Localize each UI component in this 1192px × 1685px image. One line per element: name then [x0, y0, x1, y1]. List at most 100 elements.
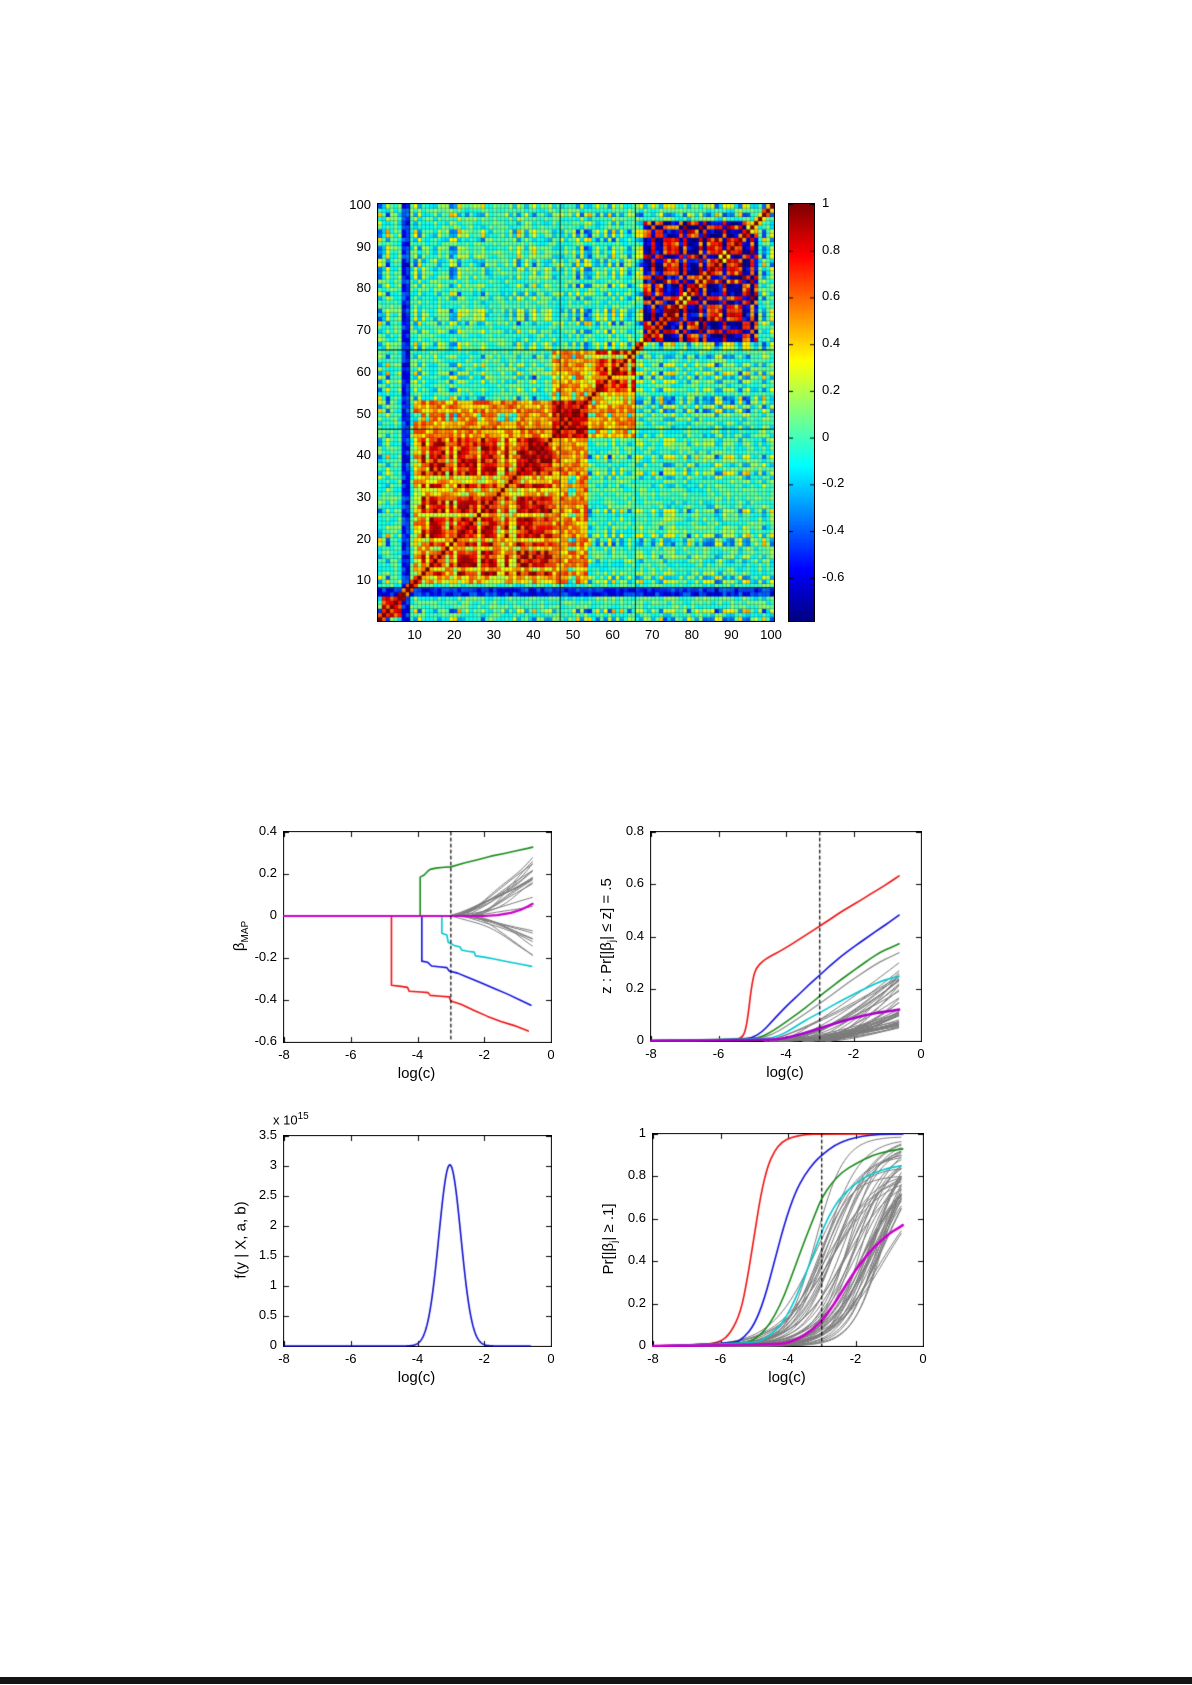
tick-label: -0.6 — [822, 568, 845, 584]
tick-label: 0.6 — [627, 1209, 646, 1225]
tick-label: 80 — [684, 627, 700, 642]
tick-label: -2 — [847, 1046, 860, 1061]
tick-label: 3 — [269, 1157, 277, 1172]
tick-label: 0.6 — [822, 288, 841, 304]
tick-label: 70 — [356, 322, 371, 338]
tick-label: -6 — [714, 1351, 727, 1366]
label-fragment: f(y | X, a, b) — [232, 1201, 250, 1279]
tick-label: 90 — [356, 238, 371, 254]
tick-label: -0.4 — [254, 991, 277, 1006]
plot-marginal-likelihood: f(y | X, a, b) log(c) x 1015 3.5 3 2.5 2 1.5… — [233, 1111, 555, 1386]
tick-label: 0.8 — [625, 823, 644, 838]
tick-label: 1 — [822, 195, 830, 210]
tick-label: -2 — [478, 1047, 491, 1062]
tick-label: 60 — [356, 363, 371, 379]
tick-label: 50 — [565, 627, 581, 642]
plot-marginal-likelihood-canvas — [283, 1135, 552, 1347]
plot-inclusion-probability-canvas — [652, 1133, 924, 1347]
y-axis-scale-label: x 1015 — [273, 1111, 309, 1127]
tick-label: 40 — [356, 447, 371, 463]
tick-label: 0 — [917, 1046, 925, 1061]
tick-label: -8 — [278, 1047, 290, 1062]
colorbar-panel: 1 0.8 0.6 0.4 0.2 0 -0.2 -0.4 -0.6 — [788, 195, 844, 622]
page-bottom-bar — [0, 1677, 1192, 1684]
tick-label: -4 — [782, 1351, 794, 1366]
plot-beta-map-paths: βMAP log(c) 0.4 0.2 0 -0.2 -0.4 -0.6 -8 -6 -4 -2 0 — [231, 823, 555, 1082]
tick-label: 10 — [407, 627, 422, 642]
tick-label: 1 — [269, 1277, 277, 1292]
tick-label: 0.8 — [822, 241, 841, 257]
tick-label: -0.4 — [822, 522, 845, 538]
tick-label: 10 — [356, 572, 371, 588]
tick-label: 0.4 — [258, 823, 277, 838]
colorbar-canvas — [788, 203, 815, 622]
label-fragment: MAP — [240, 920, 251, 943]
tick-label: 0.2 — [625, 979, 644, 995]
tick-label: -6 — [712, 1046, 725, 1061]
tick-label: 0 — [269, 1337, 277, 1352]
y-axis-label: f(y | X, a, b) — [233, 1201, 250, 1278]
tick-label: 0 — [919, 1351, 927, 1366]
tick-label: 2 — [269, 1217, 277, 1232]
tick-label: -6 — [344, 1047, 357, 1062]
tick-label: 0 — [547, 1047, 555, 1062]
tick-label: 0.2 — [258, 865, 277, 880]
tick-label: 0 — [638, 1337, 646, 1352]
tick-label: 0 — [636, 1032, 644, 1047]
tick-label: -4 — [411, 1047, 424, 1062]
plot-z-half-canvas — [650, 831, 922, 1042]
tick-label: 0.8 — [627, 1167, 646, 1183]
tick-label: 70 — [644, 627, 660, 642]
correlation-heatmap-canvas — [377, 203, 775, 622]
tick-label: 30 — [356, 488, 371, 504]
tick-label: -4 — [780, 1046, 792, 1061]
tick-label: -4 — [411, 1351, 424, 1366]
x-axis-label: log(c) — [766, 1064, 804, 1081]
tick-label: 0.6 — [625, 875, 644, 891]
tick-label: 100 — [349, 197, 371, 213]
plot-z-half-probability: z : Pr[|βj| ≤ z] = .5 log(c) 0.8 0.6 0.4 0.… — [598, 823, 925, 1081]
tick-label: 60 — [605, 627, 620, 642]
plot-inclusion-probability: Pr[|βj| ≥ .1] log(c) 1 0.8 0.6 0.4 0.2 0 -8 -6-… — [600, 1125, 927, 1386]
tick-label: 0.5 — [258, 1307, 277, 1322]
tick-label: 20 — [446, 627, 462, 642]
tick-label: 80 — [356, 280, 371, 296]
y-axis-label: βMAP — [231, 921, 251, 951]
label-fragment: 15 — [297, 1111, 309, 1122]
tick-label: -2 — [849, 1351, 862, 1366]
tick-label: 0.4 — [627, 1252, 646, 1268]
x-axis-label: log(c) — [397, 1369, 436, 1386]
tick-label: -8 — [647, 1351, 659, 1366]
tick-label: -8 — [278, 1351, 290, 1366]
tick-label: 30 — [486, 627, 502, 642]
tick-label: 90 — [724, 627, 739, 642]
tick-label: -2 — [478, 1351, 491, 1366]
tick-label: 0 — [822, 428, 830, 444]
tick-label: 40 — [526, 627, 541, 642]
tick-label: -0.2 — [822, 475, 845, 491]
tick-label: 50 — [356, 405, 371, 421]
x-axis-label: log(c) — [768, 1369, 806, 1386]
tick-label: 0.4 — [822, 335, 841, 351]
correlation-heatmap-panel: 10 20 30 40 50 60 70 80 90 100 10 20 30 40 50 60 70 80 90… — [349, 197, 782, 642]
x-axis-label: log(c) — [397, 1065, 436, 1082]
tick-label: 20 — [356, 530, 371, 546]
tick-label: -0.2 — [254, 949, 277, 964]
tick-label: 100 — [760, 627, 782, 642]
tick-label: -6 — [344, 1351, 357, 1366]
tick-label: 0.4 — [625, 927, 644, 943]
tick-label: 0 — [547, 1351, 555, 1366]
tick-label: 0.2 — [627, 1294, 646, 1310]
tick-label: 3.5 — [258, 1127, 277, 1142]
plot-beta-map-canvas — [283, 831, 552, 1043]
tick-label: -8 — [645, 1046, 657, 1061]
tick-label: 2.5 — [258, 1187, 277, 1202]
tick-label: 1.5 — [258, 1247, 277, 1262]
tick-label: -0.6 — [254, 1033, 277, 1048]
tick-label: 0.2 — [822, 381, 841, 397]
tick-label: 0 — [269, 907, 277, 922]
label-fragment: j — [609, 1240, 620, 1243]
tick-label: 1 — [638, 1125, 646, 1140]
label-fragment: x 10 — [273, 1112, 298, 1128]
